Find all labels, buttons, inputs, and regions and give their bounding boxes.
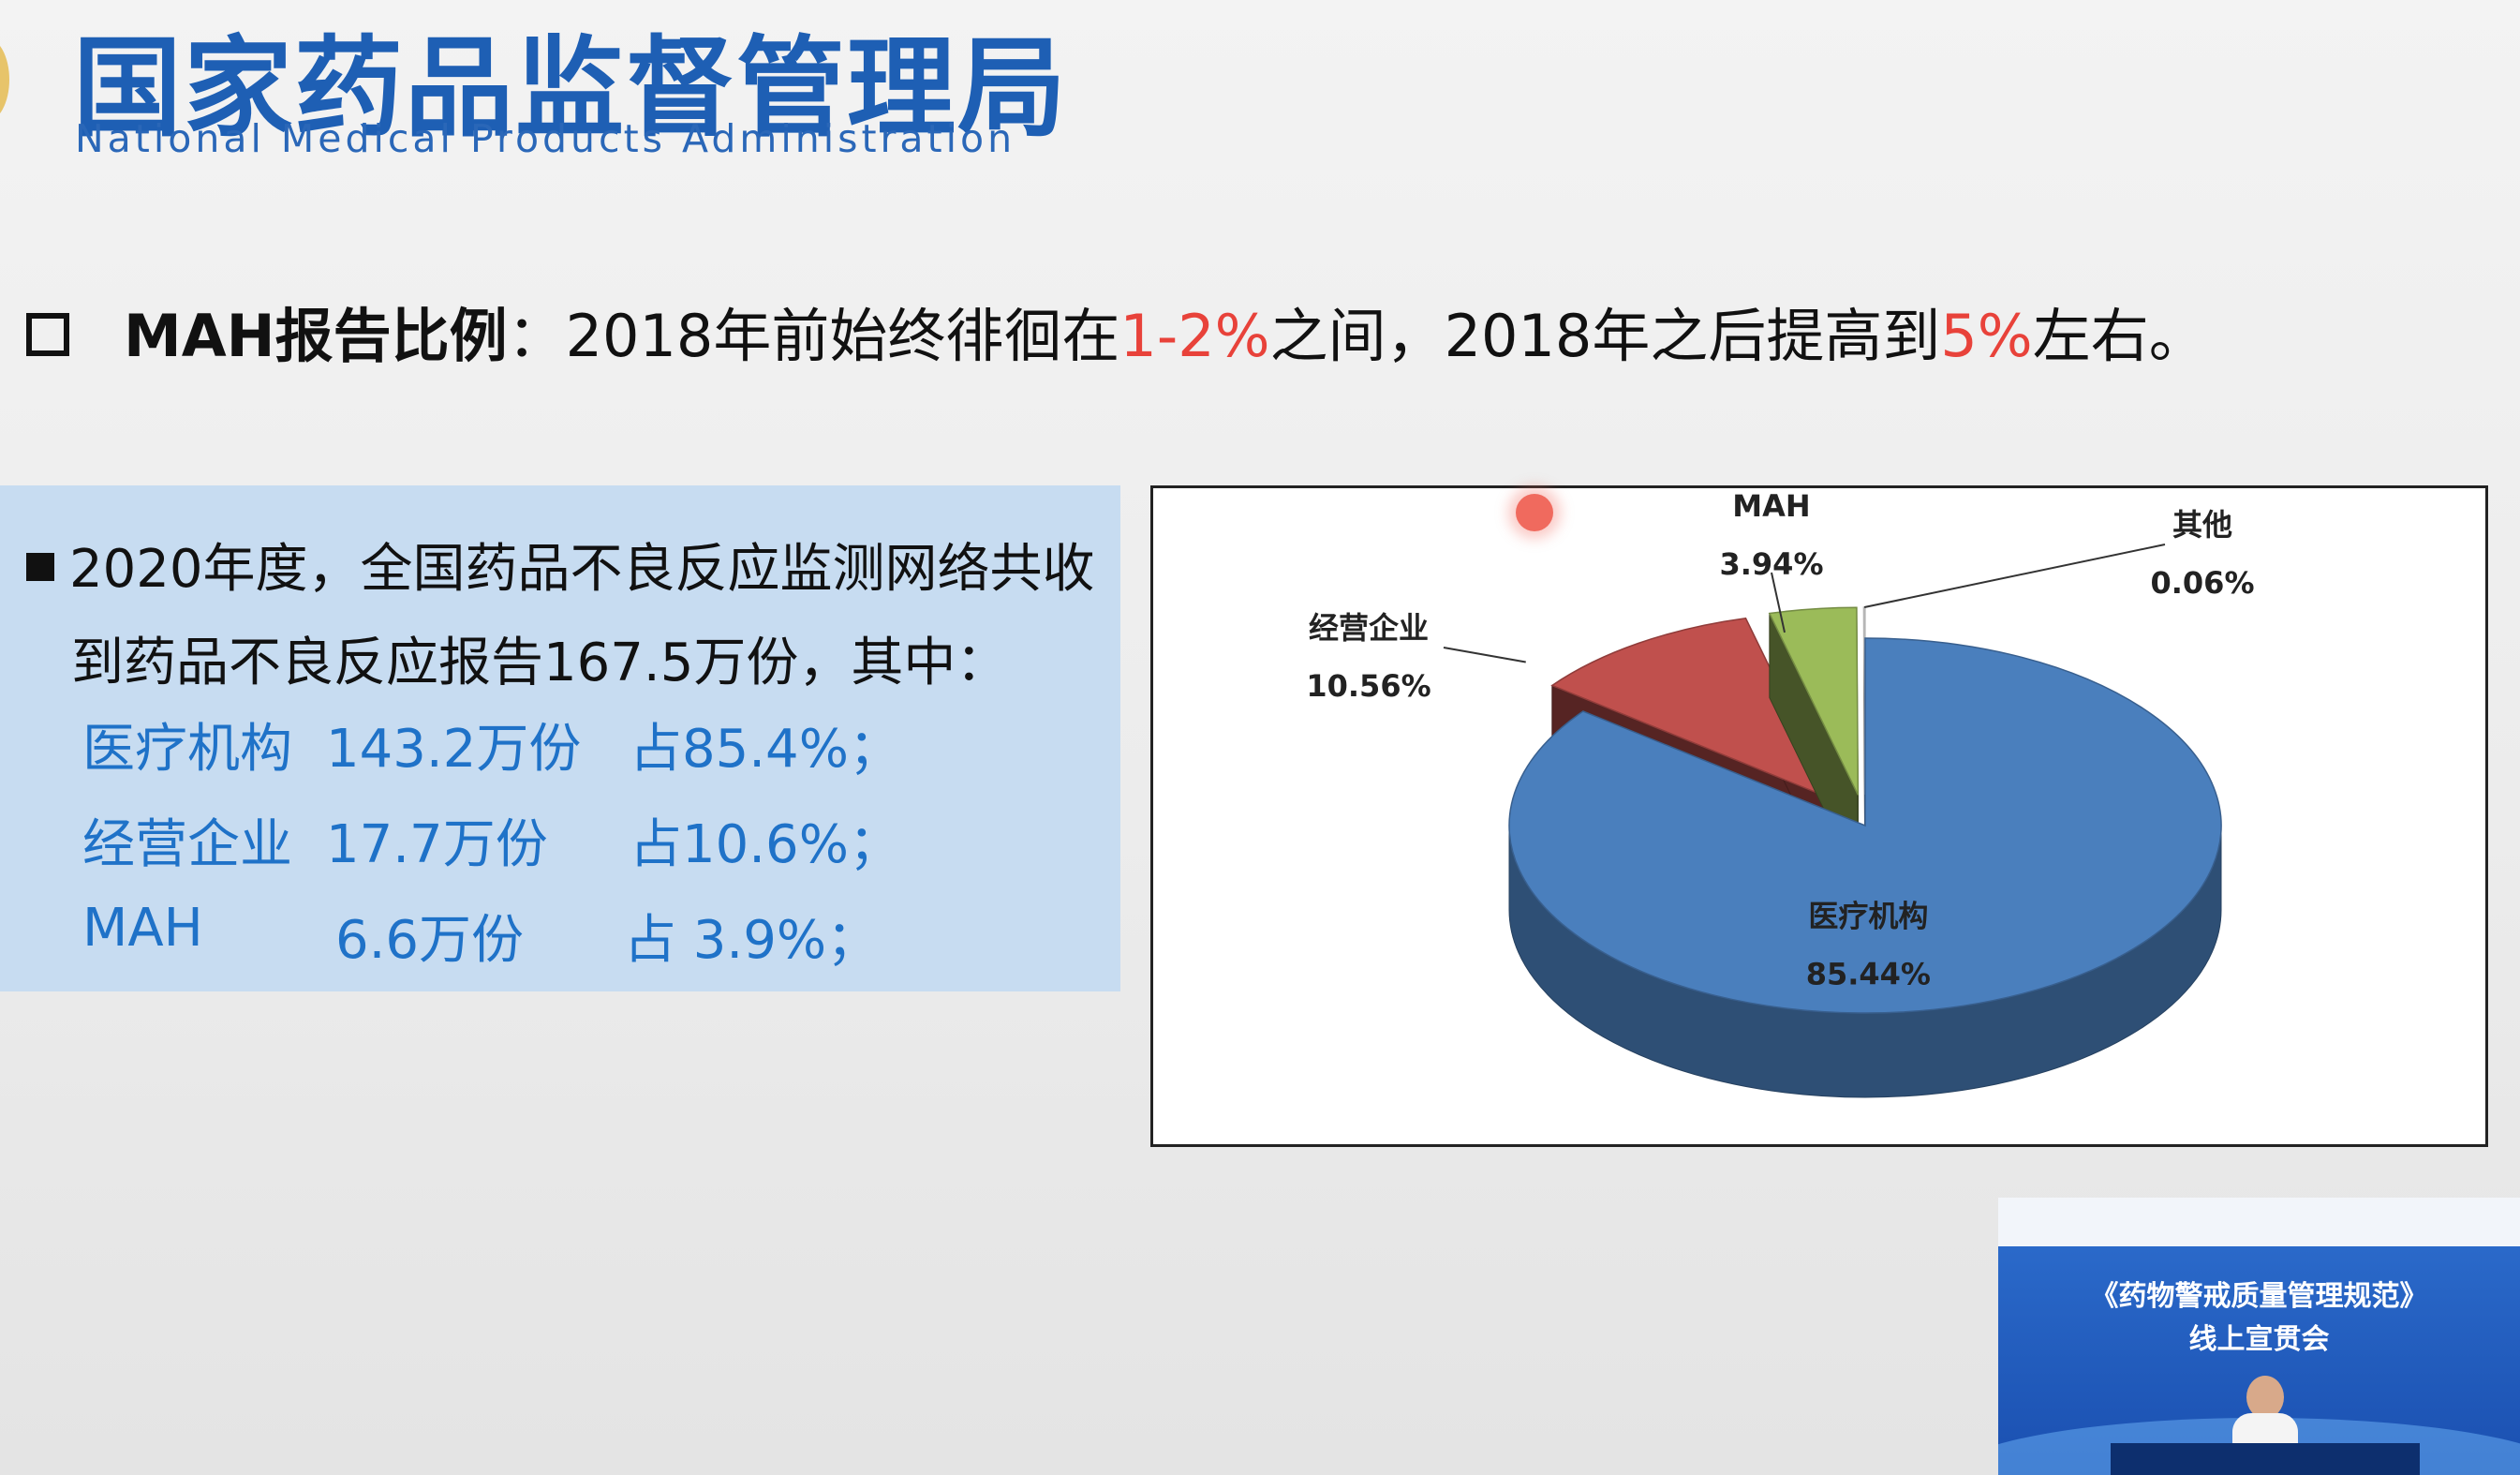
label-distributors-value: 10.56% [1306, 668, 1430, 704]
label-medical-institutions: 医疗机构 [1808, 899, 1928, 934]
pie-slice-top [1768, 606, 1860, 796]
headline-text-2: 之间，2018年之后提高到 [1269, 302, 1941, 370]
label-other: 其他 [2172, 507, 2232, 543]
headline-text-3: 左右。 [2032, 302, 2207, 370]
label-distributors: 经营企业 [1309, 610, 1429, 646]
leader-line-other [1863, 544, 2166, 608]
headline-highlight-1: 1-2% [1119, 302, 1270, 370]
label-mah: MAH [1732, 488, 1810, 524]
agency-title-en: National Medical Products Administration [75, 116, 1016, 161]
pie-chart: 医疗机构 85.44% 经营企业 10.56% MAH 3.94% 其他 0.06% [1150, 485, 2488, 1147]
video-title: 《药物警戒质量管理规范》 [2090, 1280, 2428, 1313]
headline: MAH报告比例：2018年前始终徘徊在1-2%之间，2018年之后提高到5%左右… [26, 289, 2207, 373]
stat-share: 占 3.9%； [624, 910, 880, 971]
leader-line-distributors [1443, 647, 1526, 663]
presenter-video: 《药物警戒质量管理规范》 线上宣贯会 [1998, 1198, 2520, 1475]
header: 国家药品监督管理局 National Medical Products Admi… [0, 0, 1124, 178]
square-bullet-icon [26, 553, 54, 581]
headline-label: MAH报告比例 [124, 302, 508, 370]
info-intro: 2020年度，全国药品不良反应监测网络共收 到药品不良反应报告167.5万份，其… [26, 523, 1104, 710]
stat-name: MAH [82, 898, 203, 959]
label-other-value: 0.06% [2150, 565, 2254, 601]
info-intro-line2: 到药品不良反应报告167.5万份，其中： [71, 633, 1009, 693]
video-logo-bar [1998, 1198, 2520, 1246]
leader-line-mah [1771, 572, 1786, 633]
agency-title-cn: 国家药品监督管理局 [73, 25, 1068, 152]
stat-count: 17.7万份 [326, 814, 548, 875]
pie-slice-0 [1508, 637, 2222, 1098]
stat-count: 143.2万份 [326, 719, 582, 780]
checkbox-bullet-icon [26, 312, 69, 356]
info-panel: 2020年度，全国药品不良反应监测网络共收 到药品不良反应报告167.5万份，其… [0, 485, 1120, 991]
laser-pointer-dot [1516, 494, 1553, 531]
pie-slice-top [1508, 637, 2222, 1014]
stat-share: 占10.6%； [630, 814, 901, 875]
headline-text-1: ：2018年前始终徘徊在 [507, 302, 1120, 370]
pie-slice-top [1550, 617, 1836, 801]
label-medical-institutions-value: 85.44% [1806, 957, 1931, 992]
stat-share: 占85.4%； [630, 719, 901, 780]
headline-highlight-2: 5% [1940, 302, 2033, 370]
video-subtitle: 线上宣贯会 [2188, 1323, 2330, 1356]
presenter-desk [2111, 1443, 2420, 1475]
pie-slice-2 [1768, 606, 1860, 880]
info-intro-line1: 2020年度，全国药品不良反应监测网络共收 [69, 539, 1095, 600]
stat-name: 经营企业 [82, 814, 292, 875]
stat-count: 6.6万份 [335, 910, 525, 971]
stat-name: 医疗机构 [82, 719, 292, 780]
agency-logo [0, 37, 9, 122]
